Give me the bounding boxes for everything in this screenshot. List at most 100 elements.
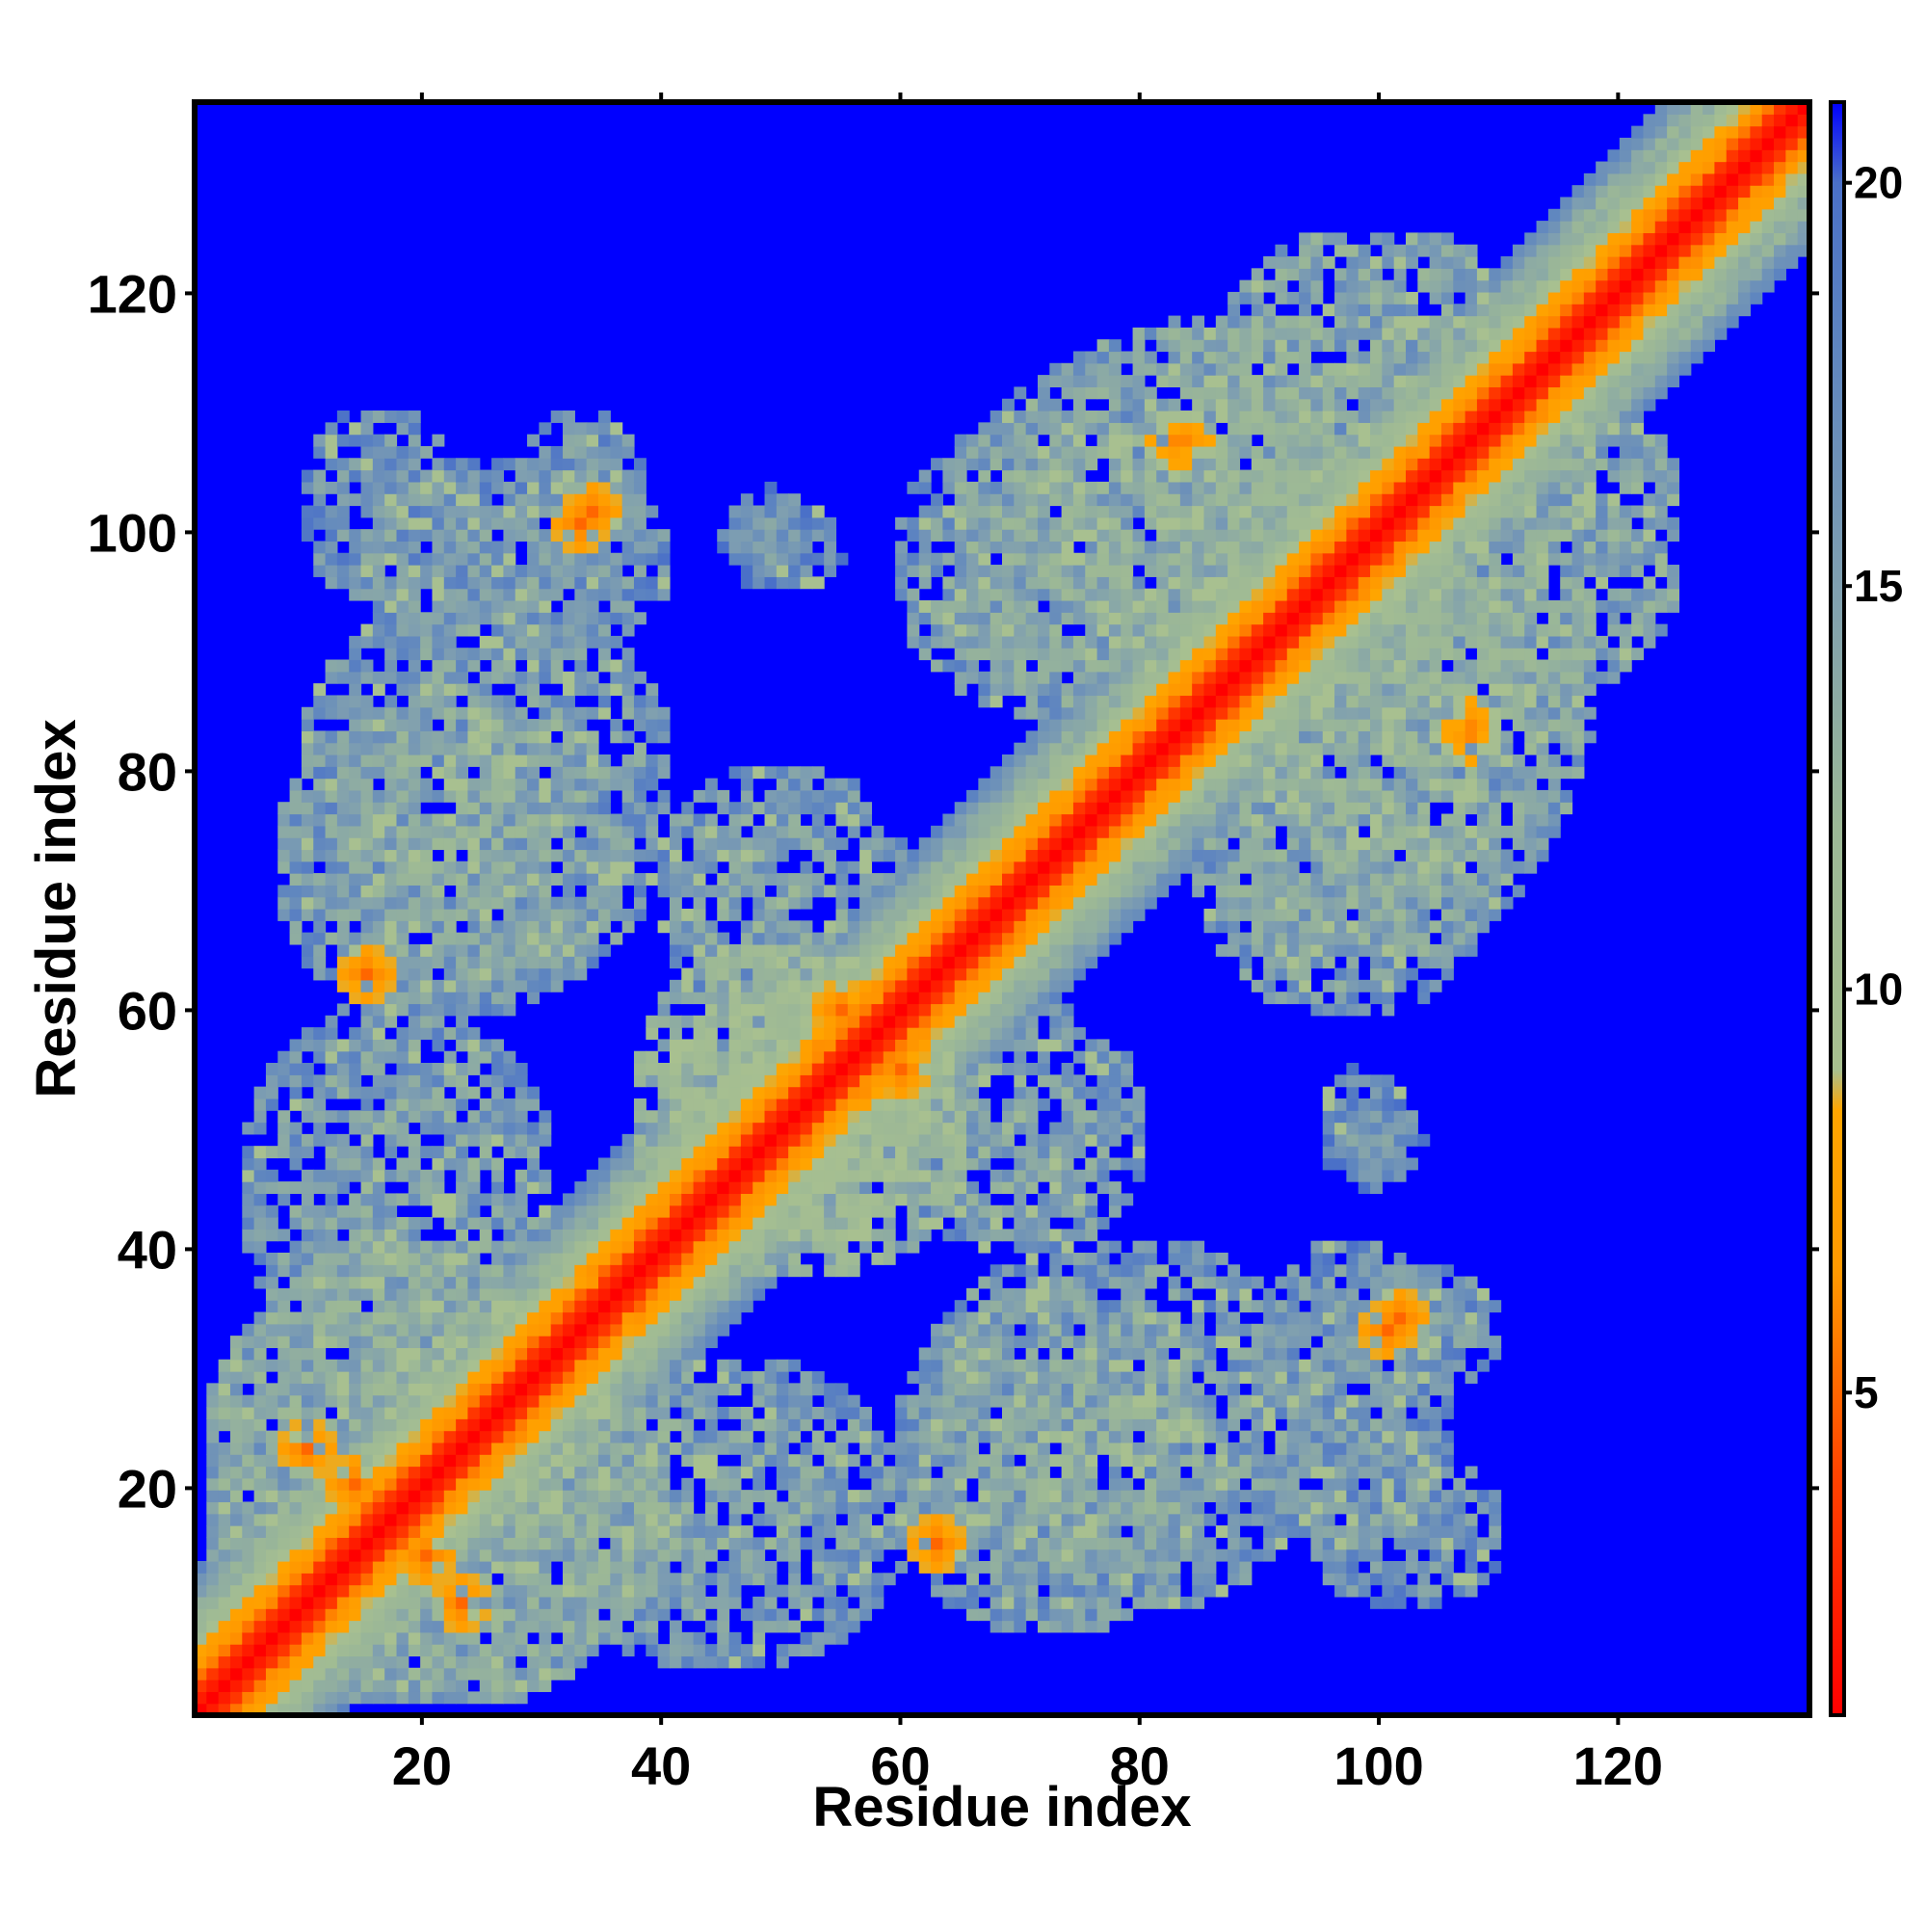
heatmap-cell — [657, 576, 671, 590]
heatmap-cell — [669, 1655, 682, 1669]
heatmap-cell — [717, 1015, 730, 1028]
heatmap-cell — [396, 552, 409, 566]
heatmap-cell — [218, 1477, 231, 1491]
heatmap-cell — [800, 1204, 813, 1218]
heatmap-cell — [942, 896, 956, 910]
heatmap-cell — [408, 1477, 421, 1491]
heatmap-cell — [931, 1454, 943, 1468]
heatmap-cell — [740, 1086, 753, 1099]
heatmap-cell — [621, 1454, 635, 1468]
heatmap-cell — [218, 1631, 231, 1645]
heatmap-cell — [527, 979, 540, 992]
heatmap-cell — [835, 552, 849, 566]
heatmap-cell — [325, 1560, 338, 1574]
heatmap-cell — [811, 1193, 825, 1206]
heatmap-cell — [610, 505, 623, 518]
heatmap-cell — [265, 1667, 278, 1681]
heatmap-cell — [728, 1430, 742, 1443]
heatmap-cell — [646, 1240, 659, 1254]
heatmap-cell — [954, 956, 967, 969]
heatmap-cell — [966, 1229, 979, 1242]
heatmap-cell — [646, 1406, 659, 1419]
heatmap-cell — [740, 1063, 753, 1075]
heatmap-cell — [443, 1477, 457, 1491]
heatmap-cell — [313, 1560, 327, 1574]
heatmap-cell — [360, 1122, 374, 1135]
heatmap-cell — [467, 1548, 481, 1562]
heatmap-cell — [360, 1501, 374, 1515]
heatmap-cell — [408, 1560, 421, 1574]
heatmap-cell — [990, 1418, 1003, 1432]
heatmap-cell — [633, 706, 647, 720]
heatmap-cell — [788, 1110, 802, 1124]
heatmap-cell — [384, 719, 398, 731]
heatmap-cell — [681, 1323, 695, 1337]
heatmap-cell — [859, 992, 873, 1005]
heatmap-cell — [800, 896, 813, 910]
heatmap-cell — [384, 1466, 398, 1479]
heatmap-cell — [218, 1573, 231, 1586]
heatmap-cell — [776, 1525, 789, 1538]
heatmap-cell — [527, 1122, 540, 1135]
heatmap-cell — [598, 1573, 611, 1586]
heatmap-cell — [550, 1347, 564, 1361]
heatmap-cell — [360, 1537, 374, 1550]
heatmap-cell — [336, 576, 350, 590]
heatmap-cell — [717, 1525, 730, 1538]
heatmap-cell — [372, 1240, 385, 1254]
heatmap-cell — [503, 920, 516, 934]
heatmap-cell — [657, 541, 671, 554]
heatmap-cell — [325, 1596, 338, 1609]
heatmap-cell — [550, 1252, 564, 1265]
heatmap-cell — [883, 1015, 896, 1028]
heatmap-cell — [657, 1418, 671, 1432]
heatmap-cell — [847, 860, 860, 874]
heatmap-cell — [598, 1560, 611, 1574]
heatmap-cell — [550, 849, 564, 862]
heatmap-cell — [265, 1063, 278, 1075]
heatmap-cell — [563, 1596, 575, 1609]
heatmap-cell — [776, 1620, 789, 1633]
heatmap-cell — [669, 896, 682, 910]
heatmap-cell — [491, 1050, 505, 1064]
heatmap-cell — [776, 1181, 789, 1195]
heatmap-cell — [574, 422, 588, 436]
heatmap-cell — [527, 458, 540, 471]
heatmap-cell — [978, 873, 991, 886]
heatmap-cell — [539, 505, 552, 518]
heatmap-cell — [621, 552, 635, 566]
heatmap-cell — [598, 1193, 611, 1206]
heatmap-cell — [408, 992, 421, 1005]
heatmap-cell — [990, 1204, 1003, 1218]
heatmap-cell — [657, 873, 671, 886]
heatmap-cell — [681, 1086, 695, 1099]
heatmap-cell — [728, 1537, 742, 1550]
heatmap-cell — [824, 1477, 837, 1491]
heatmap-cell — [942, 576, 956, 590]
heatmap-cell — [527, 1454, 540, 1468]
heatmap-cell — [764, 849, 778, 862]
heatmap-cell — [289, 1039, 303, 1052]
heatmap-cell — [574, 1490, 588, 1503]
heatmap-cell — [931, 837, 943, 851]
heatmap-cell — [313, 956, 327, 969]
heatmap-cell — [788, 837, 802, 851]
heatmap-cell — [717, 1287, 730, 1301]
heatmap-cell — [336, 956, 350, 969]
heatmap-cell — [313, 967, 327, 981]
heatmap-cell — [277, 1644, 291, 1657]
heatmap-cell — [811, 1560, 825, 1574]
heatmap-cell — [289, 1098, 303, 1111]
heatmap-cell — [646, 1490, 659, 1503]
heatmap-cell — [253, 1490, 267, 1503]
heatmap-cell — [384, 849, 398, 862]
heatmap-cell — [907, 1015, 920, 1028]
heatmap-cell — [669, 1122, 682, 1135]
heatmap-cell — [432, 493, 445, 507]
heatmap-cell — [728, 1204, 742, 1218]
heatmap-cell — [242, 1394, 255, 1408]
heatmap-cell — [384, 1252, 398, 1265]
heatmap-cell — [657, 1146, 671, 1159]
heatmap-cell — [835, 860, 849, 874]
heatmap-cell — [895, 1501, 909, 1515]
